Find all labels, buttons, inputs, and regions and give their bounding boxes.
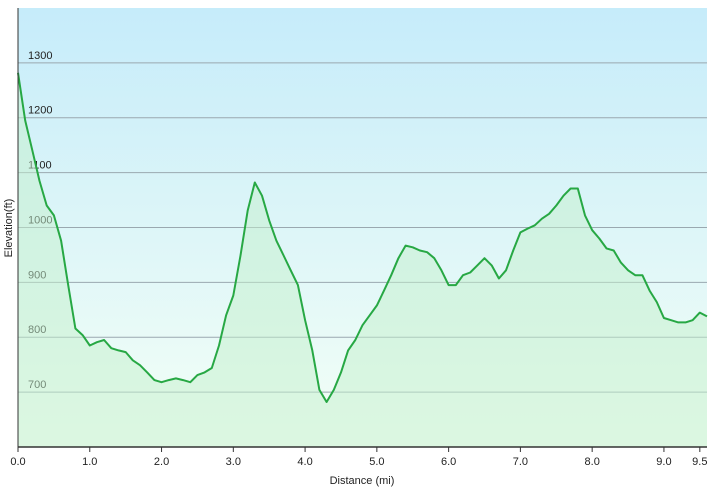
- x-tick-label: 6.0: [441, 456, 456, 468]
- area: [18, 72, 707, 448]
- x-tick-label: 0.0: [10, 456, 25, 468]
- x-tick-label: 3.0: [226, 456, 241, 468]
- x-tick-label: 4.0: [297, 456, 312, 468]
- x-axis-label: Distance (mi): [330, 475, 395, 487]
- y-axis-label: Elevation(ft): [3, 199, 15, 258]
- y-tick-label: 1300: [28, 50, 52, 62]
- x-tick-label: 8.0: [585, 456, 600, 468]
- x-tick-label: 7.0: [513, 456, 528, 468]
- x-tick-label: 1.0: [82, 456, 97, 468]
- x-tick-label: 9.0: [656, 456, 671, 468]
- x-tick-label: 2.0: [154, 456, 169, 468]
- x-tick-label: 5.0: [369, 456, 384, 468]
- x-tick-label: 9.5: [692, 456, 707, 468]
- y-tick-label: 1200: [28, 105, 52, 117]
- line: [17, 72, 708, 403]
